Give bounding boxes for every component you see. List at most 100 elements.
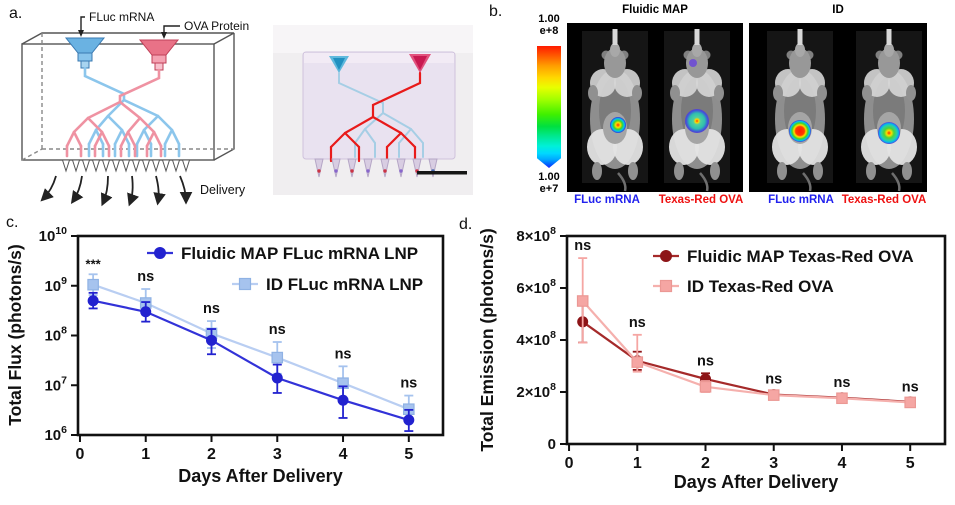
significance-label: ns [902,379,919,395]
x-tick-label: 2 [701,455,710,472]
significance-label: ns [400,376,417,392]
axis-ticks: 106 107 108 109 1010 0 1 2 3 4 5 [39,225,414,463]
series-1 [576,257,917,409]
colorbar-max-label: 1.00 e+8 [538,13,560,38]
group-title-fluidic-map: Fluidic MAP [622,4,688,16]
luminescence-spot [789,120,811,142]
x-tick-label: 0 [565,455,574,472]
delivery-label: Delivery [200,183,246,197]
y-tick-label: 2×108 [516,381,556,401]
legend-label: ID Texas-Red OVA [687,277,834,296]
x-tick-label: 1 [633,455,642,472]
mouse-label-map-ova: Texas-Red OVA [658,194,744,206]
series-line [92,283,410,411]
panel-d-label: d. [459,216,473,233]
y-axis-title: Total Flux (photons/s) [5,244,25,425]
panel-c-label: c. [6,214,19,231]
legend: Fluidic MAP Texas-Red OVA ID Texas-Red OV… [653,247,914,296]
device-box [21,32,235,161]
chip-body [302,51,456,160]
plot-frame [565,234,947,446]
colorbar-min-label: 1.00 e+7 [538,171,560,196]
group-title-id: ID [832,4,844,16]
mouse [856,29,922,192]
y-tick-label: 109 [44,275,67,295]
scale-bar [417,171,467,175]
radiance-colorbar [537,46,561,168]
x-tick-label: 4 [339,446,348,463]
x-tick-label: 1 [141,446,150,463]
y-tick-label: 8×108 [516,225,556,245]
significance-label: ns [629,315,646,331]
data-point [87,295,99,307]
data-point [699,381,712,393]
y-tick-label: 0 [548,436,556,453]
luminescence-spot [610,117,626,133]
x-tick-label: 2 [207,446,216,463]
data-point [140,306,152,318]
total-flux-chart: 106 107 108 109 1010 0 1 2 3 4 5 Total Flux (photon… [5,225,445,486]
protein-inlet-label: OVA Protein [184,19,249,33]
total-emission-chart: 0 2×108 4×108 6×108 8×108 0 1 2 3 4 5 Total Emissio… [480,225,947,492]
y-tick-label: 107 [44,374,67,394]
chip-blue-channels [338,72,424,158]
luminescence-spot [685,109,709,133]
mrna-inlet-funnel [64,37,106,69]
y-tick-label: 1010 [39,225,68,245]
axis-ticks: 0 2×108 4×108 6×108 8×108 0 1 2 3 4 5 [516,225,914,472]
chip-inlets [329,54,431,73]
series-1 [87,291,415,432]
delivery-arrows [40,175,193,207]
y-tick-label: 108 [44,325,67,345]
microneedle-row [61,159,191,173]
significance-label: ns [574,238,591,254]
inlet-callouts [78,16,180,39]
x-tick-label: 4 [838,455,847,472]
mrna-channel-tree [83,66,181,158]
y-tick-label: 6×108 [516,277,556,297]
data-point [836,392,848,405]
legend-label: ID FLuc mRNA LNP [266,275,423,294]
chip-red-channels [329,71,422,163]
significance-labels: *** ns ns ns ns ns [86,256,418,391]
data-point [206,334,218,346]
x-tick-label: 0 [76,446,85,463]
ivis-image-fluidic-map [567,23,743,192]
panel-a-label: a. [9,5,23,22]
x-tick-label: 5 [906,455,915,472]
series-0 [87,273,415,424]
luminescence-spot [878,122,900,144]
significance-label: ns [269,322,286,338]
significance-label: ns [137,269,154,285]
mouse-label-map-fluc: FLuc mRNA [574,194,640,206]
ivis-image-id [749,23,927,192]
protein-inlet-funnel [138,39,180,71]
data-point [271,351,284,364]
significance-label: ns [834,375,851,391]
panel-b-label: b. [489,3,503,20]
mouse [582,29,648,192]
data-point [904,396,917,409]
data-point [337,394,349,406]
data-point [87,278,99,291]
plot-frame [76,234,445,437]
x-tick-label: 5 [404,446,413,463]
x-tick-label: 3 [769,455,778,472]
significance-labels: ns ns ns ns ns ns [574,238,918,395]
data-point [767,389,780,401]
mouse [664,29,730,192]
significance-label: ns [697,353,714,369]
x-axis-title: Days After Delivery [674,472,838,492]
significance-label: ns [335,346,352,362]
data-point [576,295,589,307]
legend-label: Fluidic MAP FLuc mRNA LNP [181,244,418,263]
y-tick-label: 4×108 [516,329,556,349]
mrna-inlet-label: FLuc mRNA [89,10,154,24]
significance-label: *** [86,256,102,271]
chip-needles [314,158,438,178]
legend: ID FLuc mRNA LNP Fluidic MAP FLuc mRNA LN… [147,244,423,294]
mouse-label-id-ova: Texas-Red OVA [841,194,927,206]
x-axis-title: Days After Delivery [178,466,342,486]
y-tick-label: 106 [44,424,67,444]
